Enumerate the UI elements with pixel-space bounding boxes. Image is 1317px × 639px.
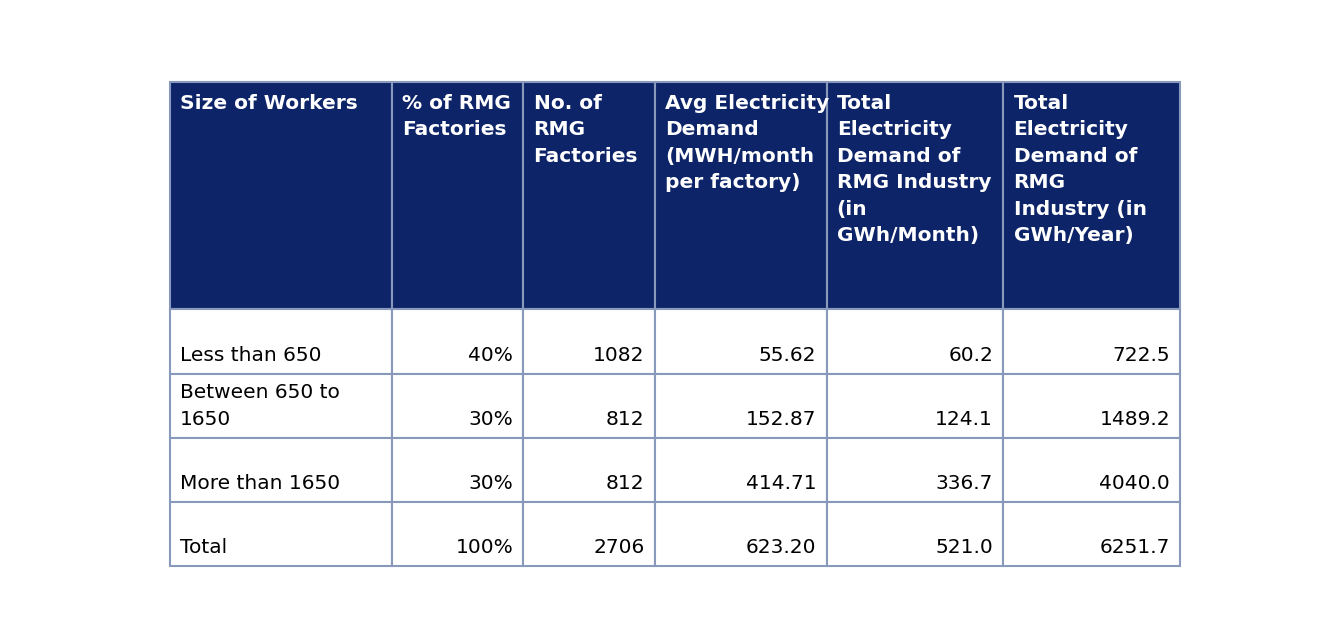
Bar	[392, 374, 523, 438]
Text: More than 1650: More than 1650	[180, 474, 340, 493]
Text: 521.0: 521.0	[935, 539, 993, 557]
Text: Total
Electricity
Demand of
RMG
Industry (in
GWh/Year): Total Electricity Demand of RMG Industry…	[1014, 94, 1147, 245]
Bar	[1004, 309, 1180, 374]
Text: 152.87: 152.87	[745, 410, 817, 429]
Bar	[827, 438, 1004, 502]
Bar	[392, 82, 523, 309]
Text: Avg Electricity
Demand
(MWH/month
per factory): Avg Electricity Demand (MWH/month per fa…	[665, 94, 830, 192]
Text: 812: 812	[606, 474, 644, 493]
Bar	[827, 374, 1004, 438]
Bar	[523, 82, 655, 309]
Bar	[170, 374, 392, 438]
Bar	[170, 309, 392, 374]
Bar	[1004, 82, 1180, 309]
Text: 2706: 2706	[593, 539, 644, 557]
Bar	[170, 82, 392, 309]
Text: 40%: 40%	[469, 346, 514, 365]
Text: 6251.7: 6251.7	[1100, 539, 1169, 557]
Bar	[655, 374, 827, 438]
Bar	[170, 438, 392, 502]
Bar	[655, 438, 827, 502]
Bar	[655, 502, 827, 566]
Text: Less than 650: Less than 650	[180, 346, 321, 365]
Bar	[392, 438, 523, 502]
Bar	[392, 502, 523, 566]
Bar	[392, 309, 523, 374]
Bar	[1004, 502, 1180, 566]
Bar	[523, 309, 655, 374]
Text: No. of
RMG
Factories: No. of RMG Factories	[533, 94, 639, 166]
Bar	[827, 502, 1004, 566]
Bar	[1004, 438, 1180, 502]
Text: 124.1: 124.1	[935, 410, 993, 429]
Text: 414.71: 414.71	[745, 474, 817, 493]
Text: 60.2: 60.2	[948, 346, 993, 365]
Text: 30%: 30%	[469, 474, 514, 493]
Bar	[827, 309, 1004, 374]
Bar	[827, 82, 1004, 309]
Text: 336.7: 336.7	[936, 474, 993, 493]
Text: 623.20: 623.20	[745, 539, 817, 557]
Bar	[655, 309, 827, 374]
Text: Total: Total	[180, 539, 227, 557]
Text: Total
Electricity
Demand of
RMG Industry
(in
GWh/Month): Total Electricity Demand of RMG Industry…	[836, 94, 992, 245]
Text: 1489.2: 1489.2	[1100, 410, 1169, 429]
Text: 1082: 1082	[593, 346, 644, 365]
Text: Size of Workers: Size of Workers	[180, 94, 358, 113]
Bar	[1004, 374, 1180, 438]
Text: 812: 812	[606, 410, 644, 429]
Text: 722.5: 722.5	[1113, 346, 1169, 365]
Bar	[170, 502, 392, 566]
Bar	[523, 438, 655, 502]
Bar	[523, 374, 655, 438]
Text: Between 650 to
1650: Between 650 to 1650	[180, 383, 340, 429]
Bar	[523, 502, 655, 566]
Text: 4040.0: 4040.0	[1100, 474, 1169, 493]
Text: % of RMG
Factories: % of RMG Factories	[402, 94, 511, 139]
Bar	[655, 82, 827, 309]
Text: 55.62: 55.62	[759, 346, 817, 365]
Text: 30%: 30%	[469, 410, 514, 429]
Text: 100%: 100%	[456, 539, 514, 557]
